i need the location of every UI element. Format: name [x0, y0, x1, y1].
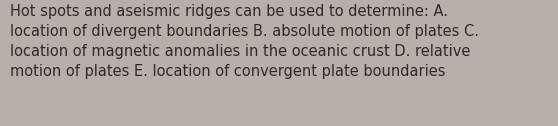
Text: Hot spots and aseismic ridges can be used to determine: A.
location of divergent: Hot spots and aseismic ridges can be use… [10, 4, 479, 79]
